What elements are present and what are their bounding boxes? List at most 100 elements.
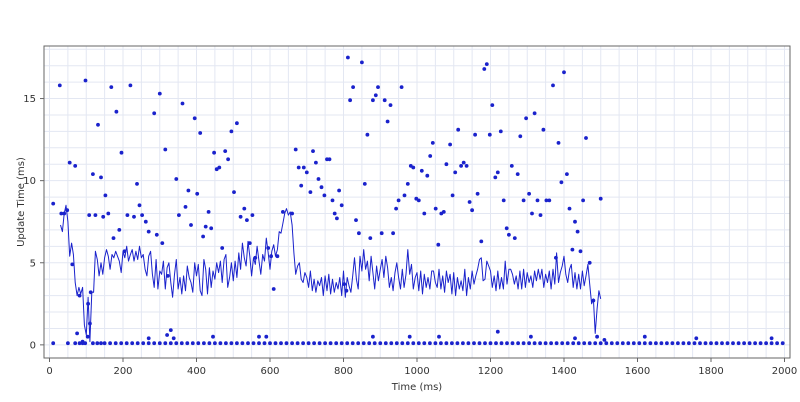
- data-point: [676, 341, 680, 346]
- data-point: [301, 341, 305, 346]
- data-point: [482, 67, 487, 71]
- data-point: [83, 78, 88, 83]
- data-point: [544, 198, 549, 203]
- data-point: [378, 341, 383, 346]
- data-point: [524, 116, 528, 121]
- data-point: [764, 341, 768, 346]
- data-point: [85, 334, 90, 339]
- data-point: [400, 341, 405, 346]
- data-point: [521, 198, 526, 203]
- data-point: [135, 341, 140, 346]
- data-point: [311, 149, 315, 154]
- data-point: [59, 211, 64, 216]
- data-point: [190, 341, 195, 346]
- data-point: [405, 182, 410, 186]
- data-point: [694, 336, 699, 341]
- series-line: [60, 204, 602, 343]
- data-point: [479, 239, 484, 244]
- data-point: [218, 341, 223, 346]
- data-point: [461, 341, 465, 346]
- x-axis: 0 200 400 600 800 1000 1200 1400 1600 1800 2000: [46, 358, 797, 377]
- data-point: [304, 170, 309, 175]
- data-point: [137, 203, 142, 208]
- y-axis-title: Update Time (ms): [16, 157, 27, 247]
- data-point: [422, 341, 427, 346]
- data-point: [186, 188, 191, 193]
- data-point: [587, 341, 592, 346]
- data-point: [87, 213, 92, 218]
- data-point: [416, 341, 421, 346]
- data-point: [279, 341, 283, 346]
- data-point: [51, 201, 56, 206]
- data-point: [245, 218, 249, 223]
- data-point: [775, 341, 779, 346]
- x-tick-label: 1600: [625, 366, 650, 377]
- data-point: [351, 85, 355, 89]
- data-point: [428, 154, 433, 158]
- data-point: [95, 341, 100, 346]
- data-point: [615, 341, 620, 346]
- data-point: [560, 341, 565, 346]
- minor-grid: [44, 46, 790, 358]
- data-point: [422, 211, 427, 216]
- data-point: [477, 341, 482, 346]
- data-point: [195, 191, 200, 196]
- data-point: [346, 55, 350, 60]
- data-point: [75, 331, 79, 336]
- x-tick-label: 2000: [772, 366, 797, 377]
- data-point: [207, 341, 212, 346]
- data-point: [532, 341, 537, 346]
- data-point: [365, 132, 370, 137]
- data-point: [456, 127, 461, 132]
- data-point: [498, 129, 503, 134]
- y-axis: 0 5 10 15: [23, 94, 44, 351]
- data-point: [275, 254, 280, 259]
- data-point: [306, 341, 311, 346]
- data-point: [152, 341, 157, 346]
- data-point: [609, 341, 614, 346]
- data-point: [402, 193, 407, 198]
- data-point: [99, 341, 103, 346]
- data-point: [670, 341, 675, 346]
- data-point: [295, 341, 300, 346]
- data-point: [593, 341, 598, 346]
- data-point: [411, 341, 416, 346]
- data-point: [547, 198, 552, 203]
- data-point: [124, 341, 129, 346]
- data-point: [88, 321, 92, 326]
- data-point: [146, 336, 151, 341]
- data-point: [472, 341, 476, 346]
- data-point: [290, 211, 294, 216]
- data-point: [565, 341, 570, 346]
- data-point: [114, 109, 119, 114]
- data-point: [339, 203, 344, 208]
- data-point: [430, 141, 435, 145]
- data-point: [565, 172, 569, 177]
- x-axis-title: Time (ms): [391, 382, 443, 393]
- data-point: [437, 334, 441, 339]
- data-point: [111, 236, 116, 241]
- data-point: [371, 334, 375, 339]
- data-point: [299, 183, 304, 188]
- y-tick-label: 5: [30, 258, 36, 269]
- data-point: [319, 185, 324, 190]
- data-point: [488, 341, 493, 346]
- data-point: [135, 182, 139, 186]
- data-point: [367, 341, 372, 346]
- data-point: [189, 223, 193, 227]
- data-point: [394, 206, 398, 211]
- data-point: [642, 341, 647, 346]
- data-point: [163, 341, 168, 346]
- data-point: [103, 193, 108, 198]
- data-point: [130, 341, 135, 346]
- data-point: [556, 141, 561, 145]
- data-point: [211, 334, 215, 339]
- data-point: [648, 341, 653, 346]
- data-point: [681, 341, 686, 346]
- data-point: [356, 341, 361, 346]
- data-point: [416, 198, 421, 203]
- data-point: [509, 164, 514, 168]
- data-point: [570, 247, 575, 252]
- data-point: [742, 341, 746, 346]
- data-point: [487, 132, 492, 137]
